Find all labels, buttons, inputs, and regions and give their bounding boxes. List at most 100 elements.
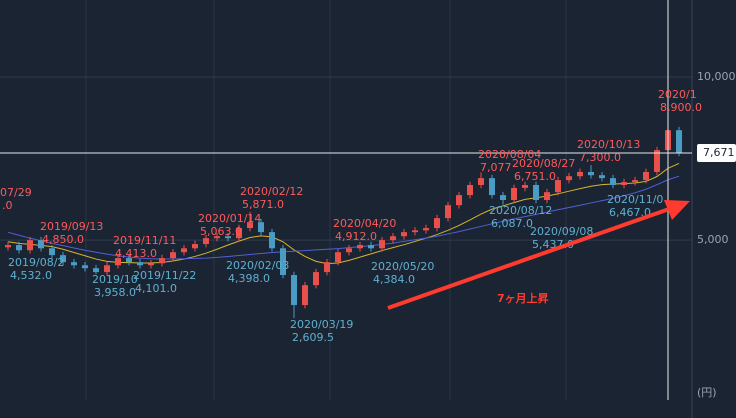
candle-body <box>368 245 374 249</box>
candle-body <box>522 184 528 188</box>
candle-body <box>192 244 198 249</box>
annotation-date: 2020/05/20 <box>371 260 434 273</box>
candle-body <box>159 258 165 264</box>
annotation-date: 2020/04/20 <box>333 217 396 230</box>
annotation-date: 2020/01/14 <box>198 212 261 225</box>
annotation-price: 6,087.0 <box>491 217 533 230</box>
annotation-price: 4,101.0 <box>135 282 177 295</box>
annotation-price: 4,413.0 <box>115 247 157 260</box>
candle-body <box>5 245 11 248</box>
candle-body <box>280 248 286 276</box>
annotation-date: 2020/02/03 <box>226 259 289 272</box>
annotation-price: 4,384.0 <box>373 273 415 286</box>
candle-body <box>478 178 484 185</box>
annotation-price: 5,063.0 <box>200 225 242 238</box>
current-price-label: 7,671 <box>703 146 735 159</box>
candle-body <box>60 255 66 263</box>
candle-body <box>225 236 231 239</box>
annotation-date: 2020/08/27 <box>512 157 575 170</box>
candle-body <box>500 195 506 200</box>
candle-body <box>236 228 242 239</box>
candle-body <box>588 171 594 176</box>
vertical-grid <box>85 0 567 400</box>
annotation-date: 2019/11/11 <box>113 234 176 247</box>
candle-body <box>445 205 451 219</box>
y-tick-label: 10,000 <box>697 70 736 83</box>
annotation-date: 2020/02/12 <box>240 185 303 198</box>
annotation-date: 2019/09/13 <box>40 220 103 233</box>
y-unit: (円) <box>697 386 717 399</box>
candle-body <box>269 232 275 249</box>
annotation-price: 2,609.5 <box>292 331 334 344</box>
candle-body <box>148 263 154 266</box>
annotation-price: .0 <box>2 199 13 212</box>
candle-body <box>16 245 22 251</box>
annotation-date: 07/29 <box>0 186 32 199</box>
candle-body <box>82 265 88 269</box>
annotation-date: 2020/11/0 <box>607 193 663 206</box>
candle-body <box>610 178 616 185</box>
annotation-price: 7,077 <box>480 161 512 174</box>
candle-body <box>577 171 583 177</box>
candle-body <box>467 184 473 196</box>
candle-body <box>49 248 55 256</box>
candle-body <box>676 130 682 154</box>
candle-body <box>93 268 99 273</box>
candle-body <box>621 182 627 185</box>
candle-body <box>544 192 550 200</box>
current-price-box <box>697 143 736 162</box>
annotation-date: 2020/10/13 <box>577 138 640 151</box>
candle-body <box>104 265 110 273</box>
candle-body <box>291 275 297 306</box>
candle-body <box>115 258 121 266</box>
candle-body <box>258 222 264 233</box>
annotation-price: 7,300.0 <box>579 151 621 164</box>
candle-body <box>71 262 77 266</box>
candle-body <box>379 240 385 249</box>
callout-arrow <box>387 206 673 310</box>
candle-body <box>302 285 308 306</box>
candle-body <box>170 252 176 259</box>
annotation-price: 4,398.0 <box>228 272 270 285</box>
callout-text: 7ヶ月上昇 <box>497 291 549 305</box>
candle-body <box>456 195 462 206</box>
candle-body <box>137 262 143 266</box>
candle-body <box>423 228 429 231</box>
candle-body <box>27 240 33 251</box>
candle-body <box>632 180 638 183</box>
annotation-price: 8,900.0 <box>660 101 702 114</box>
y-tick-label: 5,000 <box>697 233 729 246</box>
candle-body <box>489 178 495 196</box>
candle-body <box>412 230 418 233</box>
annotation-date: 2020/03/19 <box>290 318 353 331</box>
candle-body <box>434 218 440 229</box>
candle-body <box>313 272 319 286</box>
candle-body <box>126 258 132 263</box>
candle-body <box>566 176 572 181</box>
candle-body <box>390 236 396 241</box>
annotation-price: 5,871.0 <box>242 198 284 211</box>
annotation-price: 4,532.0 <box>10 269 52 282</box>
annotation-price: 4,912.0 <box>335 230 377 243</box>
moving-average <box>7 175 680 260</box>
candle-body <box>324 262 330 273</box>
candle-body <box>401 232 407 237</box>
annotation-date: 2019/10 <box>92 273 138 286</box>
annotation-price: 6,751.0 <box>514 170 556 183</box>
candle-body <box>599 175 605 179</box>
callout-arrowhead <box>664 200 690 220</box>
candle-body <box>511 187 517 200</box>
candle-body <box>214 236 220 239</box>
candle-body <box>555 180 561 193</box>
candle-body <box>247 222 253 229</box>
candle-body <box>335 252 341 263</box>
candle-body <box>203 238 209 245</box>
annotation-date: 2020/09/08 <box>530 225 593 238</box>
annotation-date: 2019/11/22 <box>133 269 196 282</box>
annotation-date: 2020/1 <box>658 88 697 101</box>
annotation-price: 4,850.0 <box>42 233 84 246</box>
annotation-date: 2020/08/04 <box>478 148 541 161</box>
candle-body <box>357 245 363 249</box>
candle-body <box>38 240 44 249</box>
